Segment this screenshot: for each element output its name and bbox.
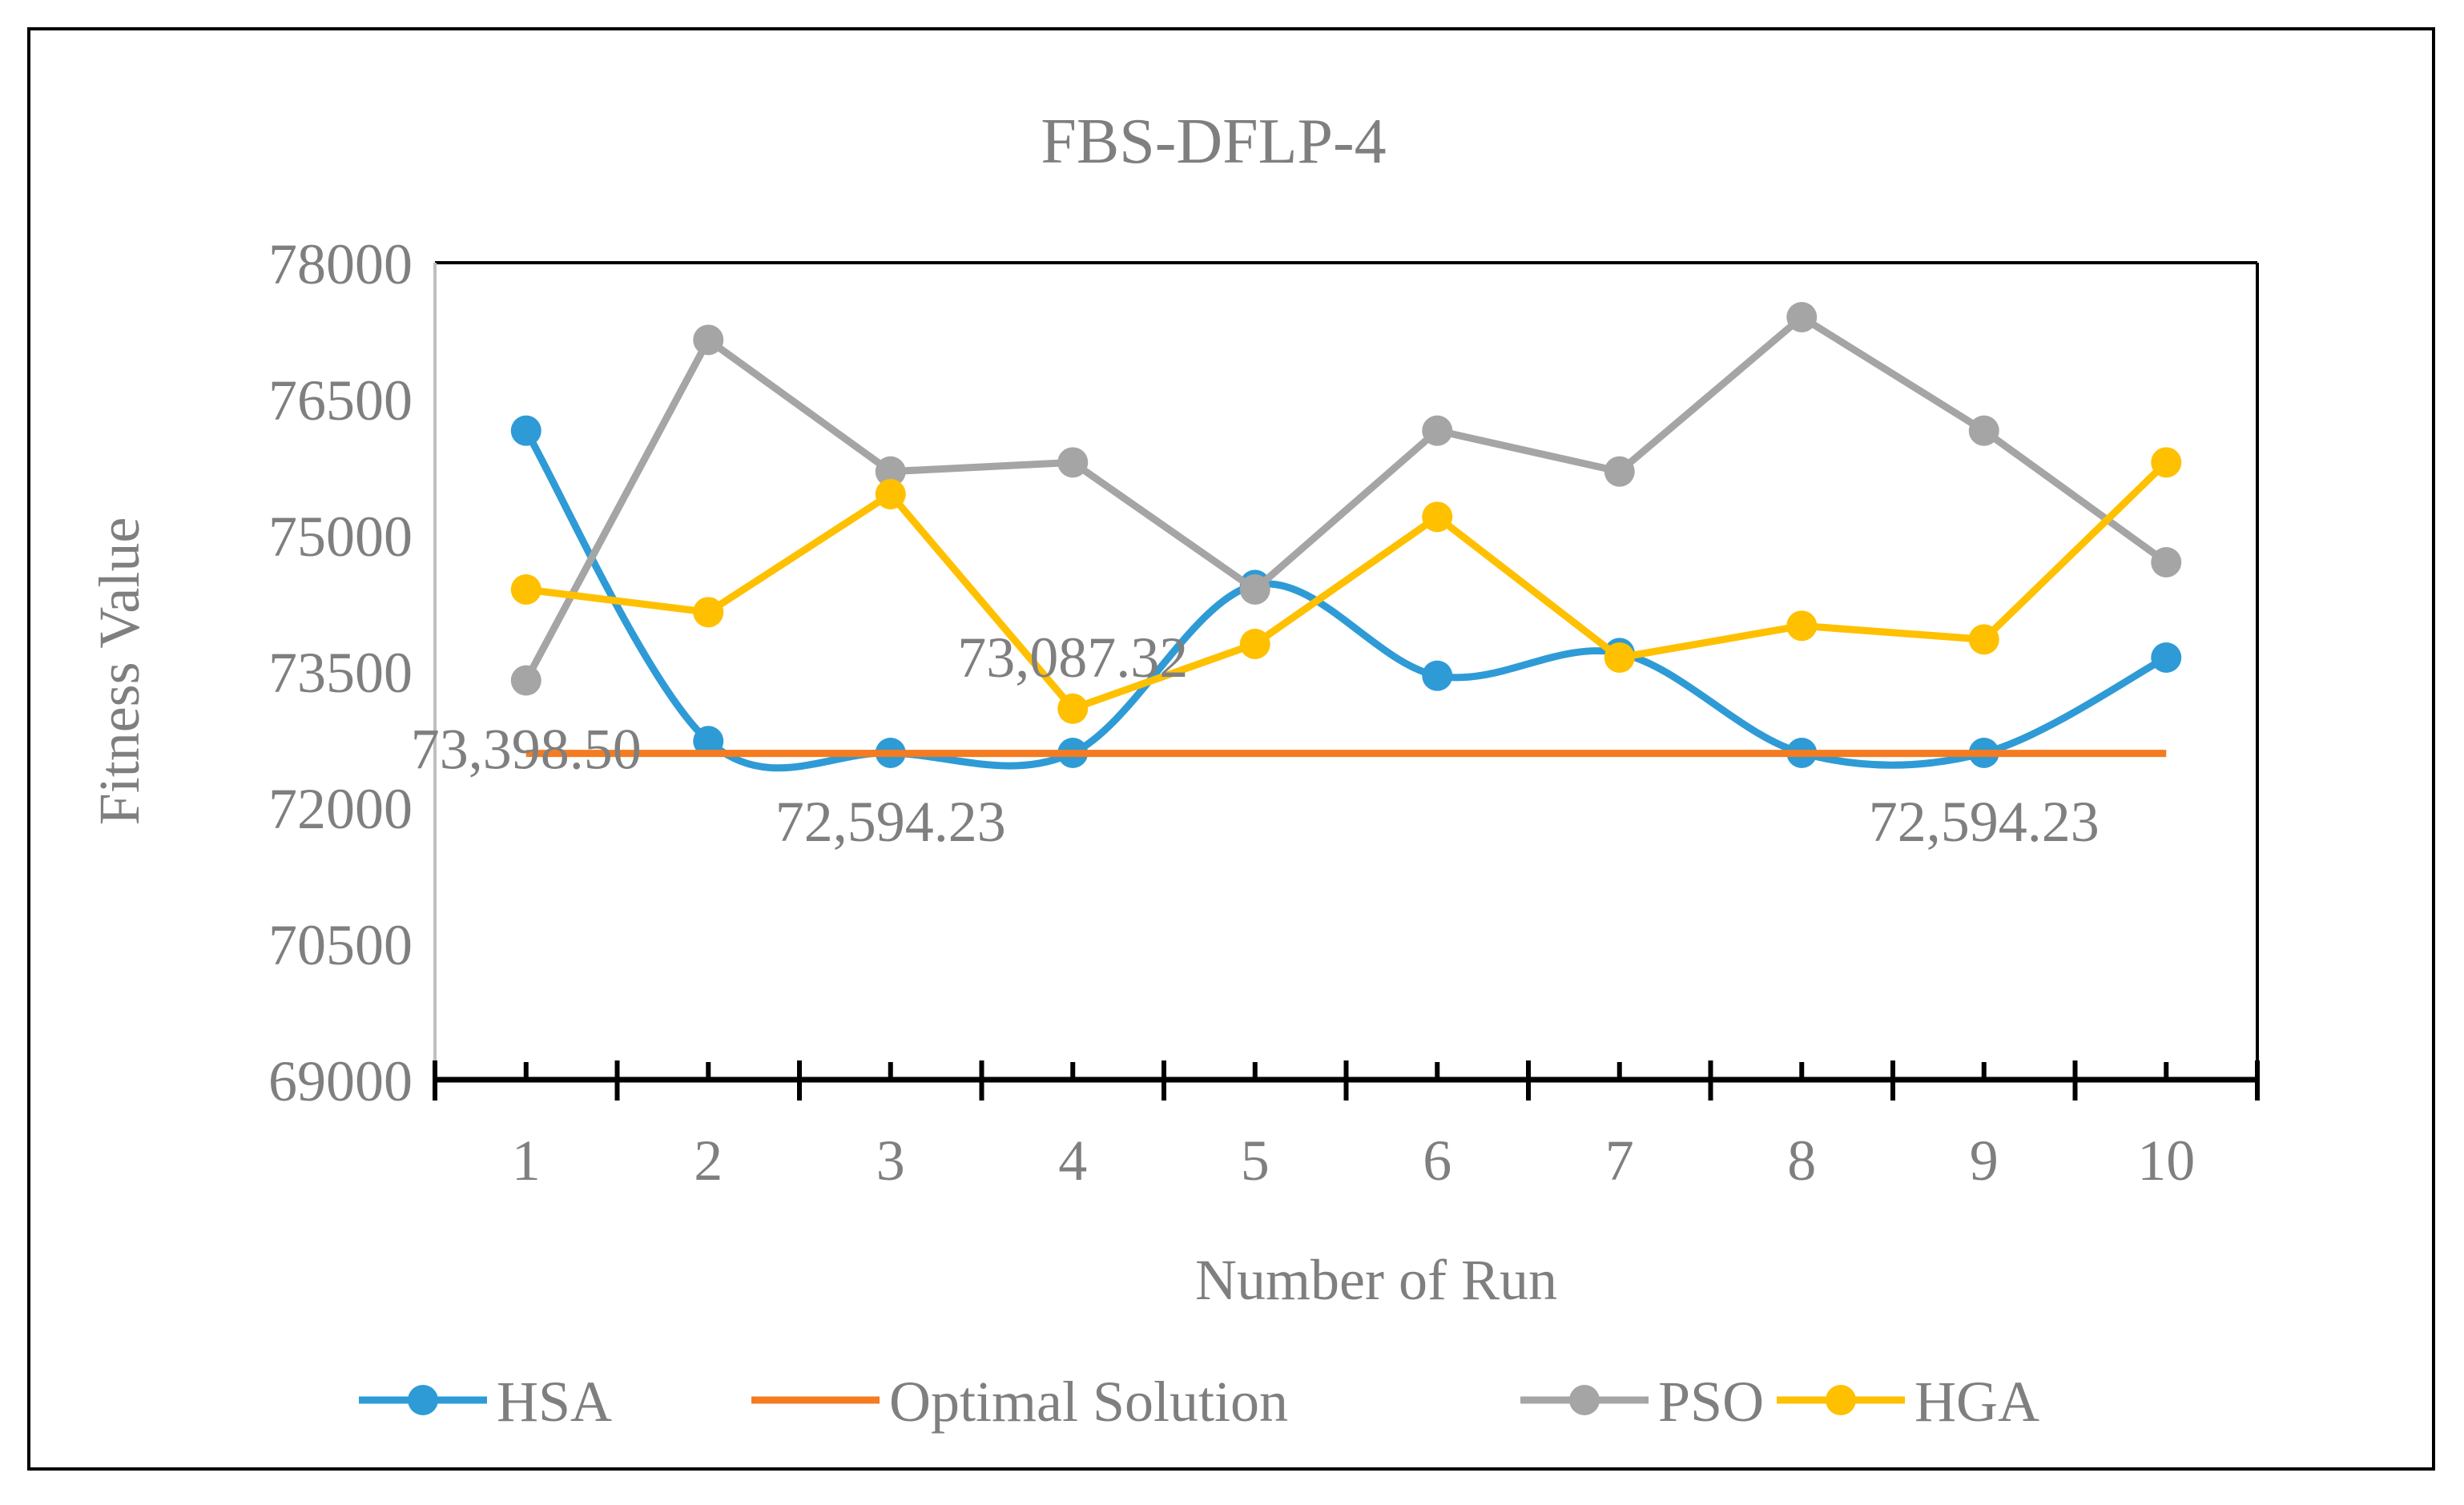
data-point-hga <box>1057 693 1089 724</box>
data-point-pso <box>1968 415 1999 446</box>
data-point-hsa <box>2151 642 2182 673</box>
data-point-pso <box>510 665 542 696</box>
x-axis-label: Number of Run <box>1195 1248 1557 1312</box>
data-point-pso <box>2151 547 2182 577</box>
legend-label-hsa: HSA <box>497 1370 612 1434</box>
legend-label-optimal-solution: Optimal Solution <box>889 1370 1288 1434</box>
x-tick-label: 9 <box>1970 1129 1999 1193</box>
data-point-pso <box>1057 447 1089 478</box>
y-axis-label: Fitness Value <box>87 517 151 826</box>
data-point-pso <box>1239 574 1270 605</box>
x-tick-label: 4 <box>1058 1129 1087 1193</box>
x-tick-label: 7 <box>1605 1129 1634 1193</box>
series-line-pso <box>522 313 2168 682</box>
plot-layer: 78000 76500 75000 73500 72000 70500 69000 1 2 3 4 5… <box>268 232 2260 1193</box>
data-point-hga <box>510 574 542 605</box>
data-point-hga <box>1604 642 1635 673</box>
data-point-pso <box>1604 456 1635 487</box>
data-point-hga <box>1786 610 1818 642</box>
x-tick-label: 8 <box>1787 1129 1816 1193</box>
data-label: 73,398.50 <box>411 718 642 782</box>
x-tick-label: 5 <box>1241 1129 1270 1193</box>
data-point-hsa <box>1422 660 1453 691</box>
data-label: 72,594.23 <box>775 790 1006 854</box>
data-point-hga <box>1239 629 1270 659</box>
series-line-hga <box>525 460 2169 713</box>
x-tick-label: 3 <box>876 1129 905 1193</box>
series-line-hsa <box>522 429 2168 772</box>
legend: HSA Optimal Solution PSO HGA <box>359 1370 2039 1434</box>
legend-label-pso: PSO <box>1658 1370 1764 1434</box>
y-tick-label: 78000 <box>268 232 413 296</box>
data-point-hga <box>875 479 906 509</box>
x-tick-label: 1 <box>512 1129 541 1193</box>
data-point-hga <box>693 597 724 628</box>
legend-marker-hsa <box>408 1385 438 1415</box>
x-tick-label: 6 <box>1423 1129 1451 1193</box>
data-point-hga <box>1422 501 1453 533</box>
y-tick-label: 69000 <box>268 1049 413 1113</box>
legend-marker-hga <box>1826 1385 1856 1415</box>
x-tick-label: 2 <box>694 1129 723 1193</box>
data-point-hga <box>1968 624 1999 655</box>
chart-svg: FBS-DFLP-4 Number of Run Fitness Value 7… <box>87 107 2260 1434</box>
data-label: 72,594.23 <box>1869 790 2100 854</box>
y-tick-label: 70500 <box>268 913 413 977</box>
data-point-hsa <box>693 726 724 757</box>
data-point-hga <box>2151 447 2182 478</box>
chart-frame: FBS-DFLP-4 Number of Run Fitness Value 7… <box>27 27 2435 1471</box>
x-tick-label: 10 <box>2137 1129 2195 1193</box>
data-label: 73,087.32 <box>957 626 1188 690</box>
data-point-pso <box>1422 415 1453 446</box>
legend-marker-pso <box>1569 1385 1600 1415</box>
data-point-pso <box>875 456 906 487</box>
data-point-hsa <box>510 415 542 446</box>
y-tick-label: 72000 <box>268 777 413 841</box>
chart-title: FBS-DFLP-4 <box>1041 107 1386 177</box>
legend-label-hga: HGA <box>1914 1370 2039 1434</box>
y-tick-label: 76500 <box>268 368 413 433</box>
y-tick-label: 73500 <box>268 641 413 705</box>
data-point-pso <box>1786 302 1818 332</box>
data-point-pso <box>693 324 724 356</box>
y-tick-label: 75000 <box>268 505 413 569</box>
